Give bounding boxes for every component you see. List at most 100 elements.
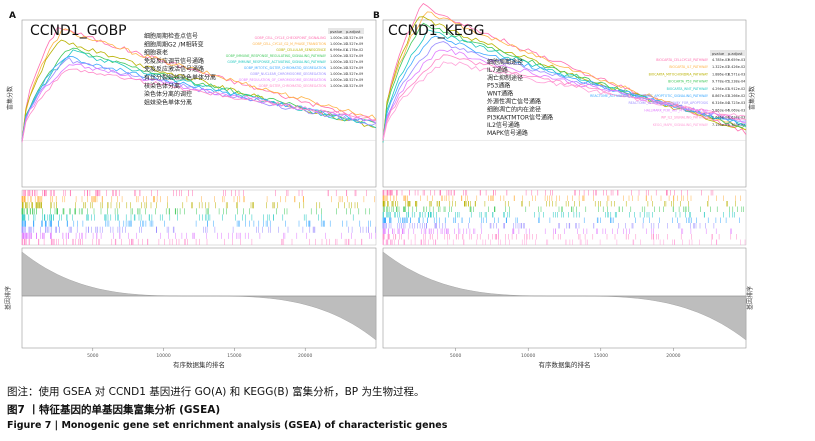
table-row-label: HALLMARK_PI3K_AKT_MTOR_SIGNALING: [644, 108, 708, 112]
x-tick-label: 10000: [156, 353, 170, 359]
chart-title: CCND1_KEGG: [388, 23, 484, 39]
table-row-label: KEGG_MAPK_SIGNALING_PATHWAY: [653, 123, 708, 127]
y-axis-label-es: 富集分数: [6, 86, 14, 110]
hit-strip-2: [21, 196, 375, 203]
table-row-label: GOBP_CELL_CYCLE_CHECKPOINT_SIGNALING: [255, 36, 327, 40]
table-row-padjust: 1.393e-02: [728, 123, 745, 127]
table-row-padjust: 3.527e-09: [346, 42, 363, 46]
es-curve-7: [21, 57, 377, 143]
legend-entry: MAPK信号通路: [487, 129, 528, 137]
table-row-pvalue: 9.778e-05: [712, 80, 729, 84]
x-axis-label: 有序数据集的排名: [539, 360, 591, 369]
table-row-padjust: 3.527e-09: [346, 78, 363, 82]
es-curve-9: [382, 54, 747, 139]
table-row-pvalue: 6.996e-01: [330, 48, 347, 52]
hit-strip-1: [382, 190, 714, 196]
legend-entry: 核染色体分离: [144, 82, 180, 90]
table-row-padjust: 3.527e-09: [346, 60, 363, 64]
table-row-padjust: 4.176e-02: [346, 48, 363, 52]
table-row-pvalue: 8.867e-03: [712, 94, 729, 98]
x-tick-label: 20000: [298, 353, 312, 359]
legend-entry: 细胞周期途径: [487, 58, 523, 66]
legend-entry: 染色体分离的调控: [144, 90, 192, 98]
y-axis-label-rank: 基因排序: [4, 286, 12, 310]
chart-title: CCND1_GOBP: [30, 23, 127, 39]
table-row-label: GOBP_MITOTIC_SISTER_CHROMATID_SEGREGATIO…: [244, 66, 327, 70]
table-row-padjust: 5.069e-03: [728, 108, 745, 112]
table-row-label: GOBP_NUCLEAR_CHROMOSOME_SEGREGATION: [250, 72, 326, 76]
legend-entry: 姐妹染色单体分离: [144, 98, 192, 106]
legend-entry: 外源性凋亡信号通路: [487, 98, 541, 106]
table-row-pvalue: 5.863e-04: [712, 108, 729, 112]
hit-strip-9: [21, 238, 363, 245]
es-curve-6: [382, 35, 747, 141]
table-row-padjust: 3.266e-02: [728, 94, 745, 98]
table-header-bg: [328, 28, 364, 34]
table-row-pvalue: 1.886e-03: [712, 72, 729, 76]
table-row-label: BIOCARTA_P53_PATHWAY: [668, 80, 708, 84]
es-plot-frame: [21, 19, 377, 188]
es-curve-3: [21, 39, 377, 142]
hit-bar-frame: [21, 189, 377, 246]
figure-caption-zh: 图7 丨特征基因的单基因集富集分析 (GSEA): [7, 404, 221, 416]
legend-entry: PI3KAKTMTOR信号通路: [487, 113, 553, 121]
table-row-pvalue: 4.294e-03: [712, 87, 729, 91]
hit-strip-7: [382, 223, 715, 229]
table-row-padjust: 3.527e-09: [346, 36, 363, 40]
legend-entry: P53通路: [487, 82, 510, 90]
table-row-label: GOBP_CELL_CYCLE_G2_M_PHASE_TRANSITION: [252, 42, 326, 46]
x-axis-label: 有序数据集的排名: [173, 360, 225, 369]
hit-strip-5: [21, 214, 354, 221]
legend-entry: 免疫反应调节信号通路: [144, 57, 204, 65]
hit-strip-6: [382, 217, 740, 223]
table-row-pvalue: 2.676e-04: [712, 116, 729, 120]
table-row-pvalue: 1.000e-10: [330, 36, 347, 40]
legend-entry: 免疫反应激活信号通路: [144, 65, 204, 73]
es-curve-10: [382, 61, 747, 141]
legend-entry: 细胞衰老: [144, 49, 168, 57]
table-row-pvalue: 7.150e-03: [712, 123, 729, 127]
table-row-padjust: 9.659e-03: [728, 58, 745, 62]
table-row-pvalue: 6.316e-04: [712, 101, 729, 105]
table-header-bg: [710, 50, 746, 56]
table-row-pvalue: 1.000e-10: [330, 66, 347, 70]
table-row-label: BIOCARTA_IL7_PATHWAY: [669, 65, 708, 69]
legend-entry: 细胞凋亡的内在途径: [487, 105, 541, 113]
hit-strip-3: [382, 201, 736, 207]
table-row-padjust: 8.571e-03: [728, 72, 745, 76]
table-row-label: REACTOME_INTRINSIC_PATHWAY_FOR_APOPTOSIS: [628, 101, 708, 105]
legend-entry: IL7通路: [487, 66, 508, 74]
table-row-label: GOBP_IMMUNE_RESPONSE_ACTIVATING_SIGNALIN…: [227, 60, 326, 64]
hit-strip-5: [382, 212, 735, 218]
table-row-label: GOBP_IMMUNE_RESPONSE_REGULATING_SIGNALIN…: [226, 54, 326, 58]
table-row-label: GOBP_SISTER_CHROMATID_SEGREGATION: [259, 84, 327, 88]
hit-strip-9: [382, 234, 737, 240]
table-row-pvalue: 1.000e-10: [330, 84, 347, 88]
x-tick-label: 5000: [450, 353, 462, 359]
y-axis-label-es: 富集分数: [748, 86, 756, 110]
table-row-padjust: 1.634e-03: [728, 116, 745, 120]
es-curve-5: [382, 29, 747, 143]
table-row-pvalue: 1.000e-10: [330, 54, 347, 58]
figure-caption-note: 图注：使用 GSEA 对 CCND1 基因进行 GO(A) 和 KEGG(B) …: [7, 386, 425, 398]
table-row-pvalue: 1.000e-10: [330, 60, 347, 64]
x-tick-label: 5000: [87, 353, 99, 359]
table-row-padjust: 1.238e-04: [728, 80, 745, 84]
x-tick-label: 10000: [521, 353, 535, 359]
es-curve-8: [21, 63, 377, 140]
table-row-padjust: 3.527e-09: [346, 72, 363, 76]
x-tick-label: 15000: [227, 353, 241, 359]
hit-strip-8: [21, 232, 377, 239]
table-header-pvalue: pvalue: [712, 52, 725, 56]
table-header-pvalue: pvalue: [330, 30, 343, 34]
es-curve-9: [21, 68, 377, 143]
es-curve-1: [21, 26, 377, 142]
table-row-padjust: 3.527e-09: [346, 84, 363, 88]
table-row-padjust: 1.912e-02: [728, 87, 745, 91]
es-curve-8: [382, 48, 747, 141]
legend-entry: IL2信号通路: [487, 121, 520, 129]
y-axis-label-rank: 基因排序: [746, 286, 754, 310]
